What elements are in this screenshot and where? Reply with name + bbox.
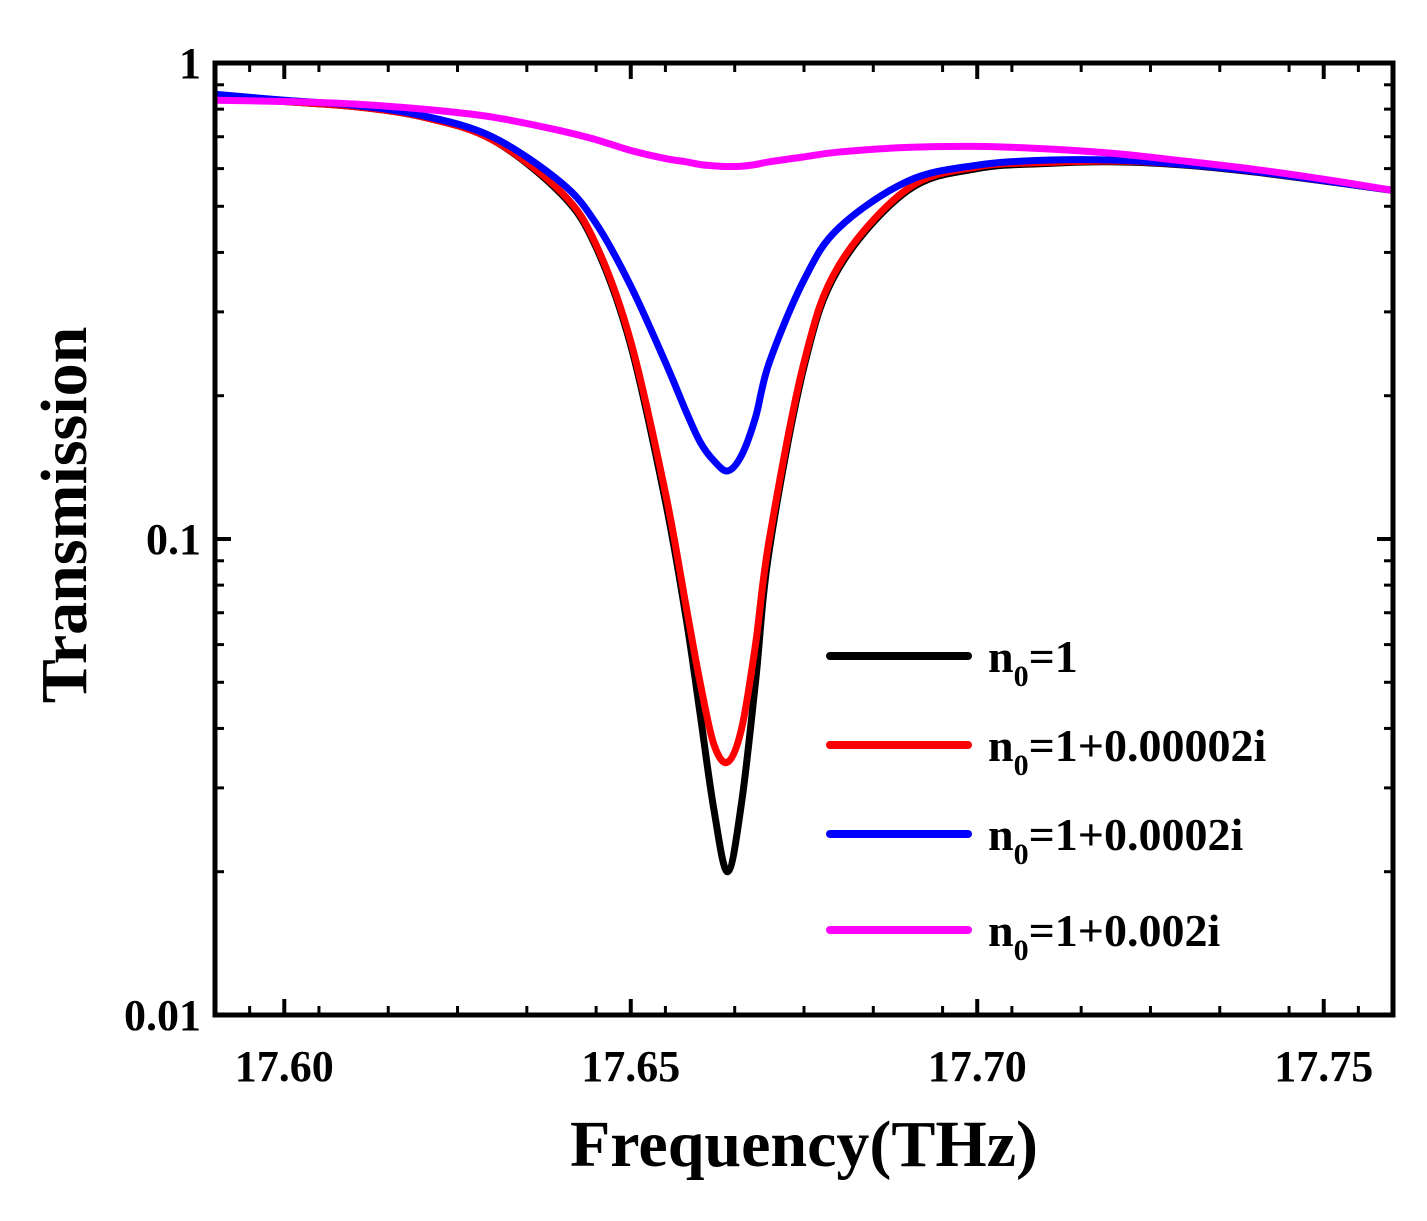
legend-label-2: n0=1+0.00002i <box>988 720 1267 782</box>
x-tick-label: 17.75 <box>1274 1042 1373 1091</box>
tick-label-layer: 17.60 17.65 17.70 17.75 0.01 0.1 1 <box>124 39 1373 1091</box>
y-tick-label: 0.01 <box>124 991 201 1040</box>
series-line-3 <box>215 90 1393 475</box>
legend-label-3: n0=1+0.0002i <box>988 809 1244 871</box>
x-tick-label: 17.60 <box>235 1042 334 1091</box>
series-line-2 <box>215 93 1393 767</box>
x-axis-title: Frequency(THz) <box>570 1108 1038 1181</box>
legend-label-1: n0=1 <box>988 631 1078 693</box>
legend: n0=1 n0=1+0.00002i n0=1+0.0002i n0=1+0.002i <box>826 631 1267 967</box>
y-axis-title: Transmission <box>28 327 101 704</box>
x-tick-label: 17.65 <box>581 1042 680 1091</box>
y-tick-label: 1 <box>179 39 201 88</box>
plot-frame <box>212 60 1396 1018</box>
y-tick-label: 0.1 <box>146 515 201 564</box>
series-line-4 <box>215 96 1393 194</box>
x-tick-label: 17.70 <box>928 1042 1027 1091</box>
legend-label-4: n0=1+0.002i <box>988 905 1221 967</box>
tick-layer <box>215 61 1393 1017</box>
series-layer <box>215 90 1393 876</box>
